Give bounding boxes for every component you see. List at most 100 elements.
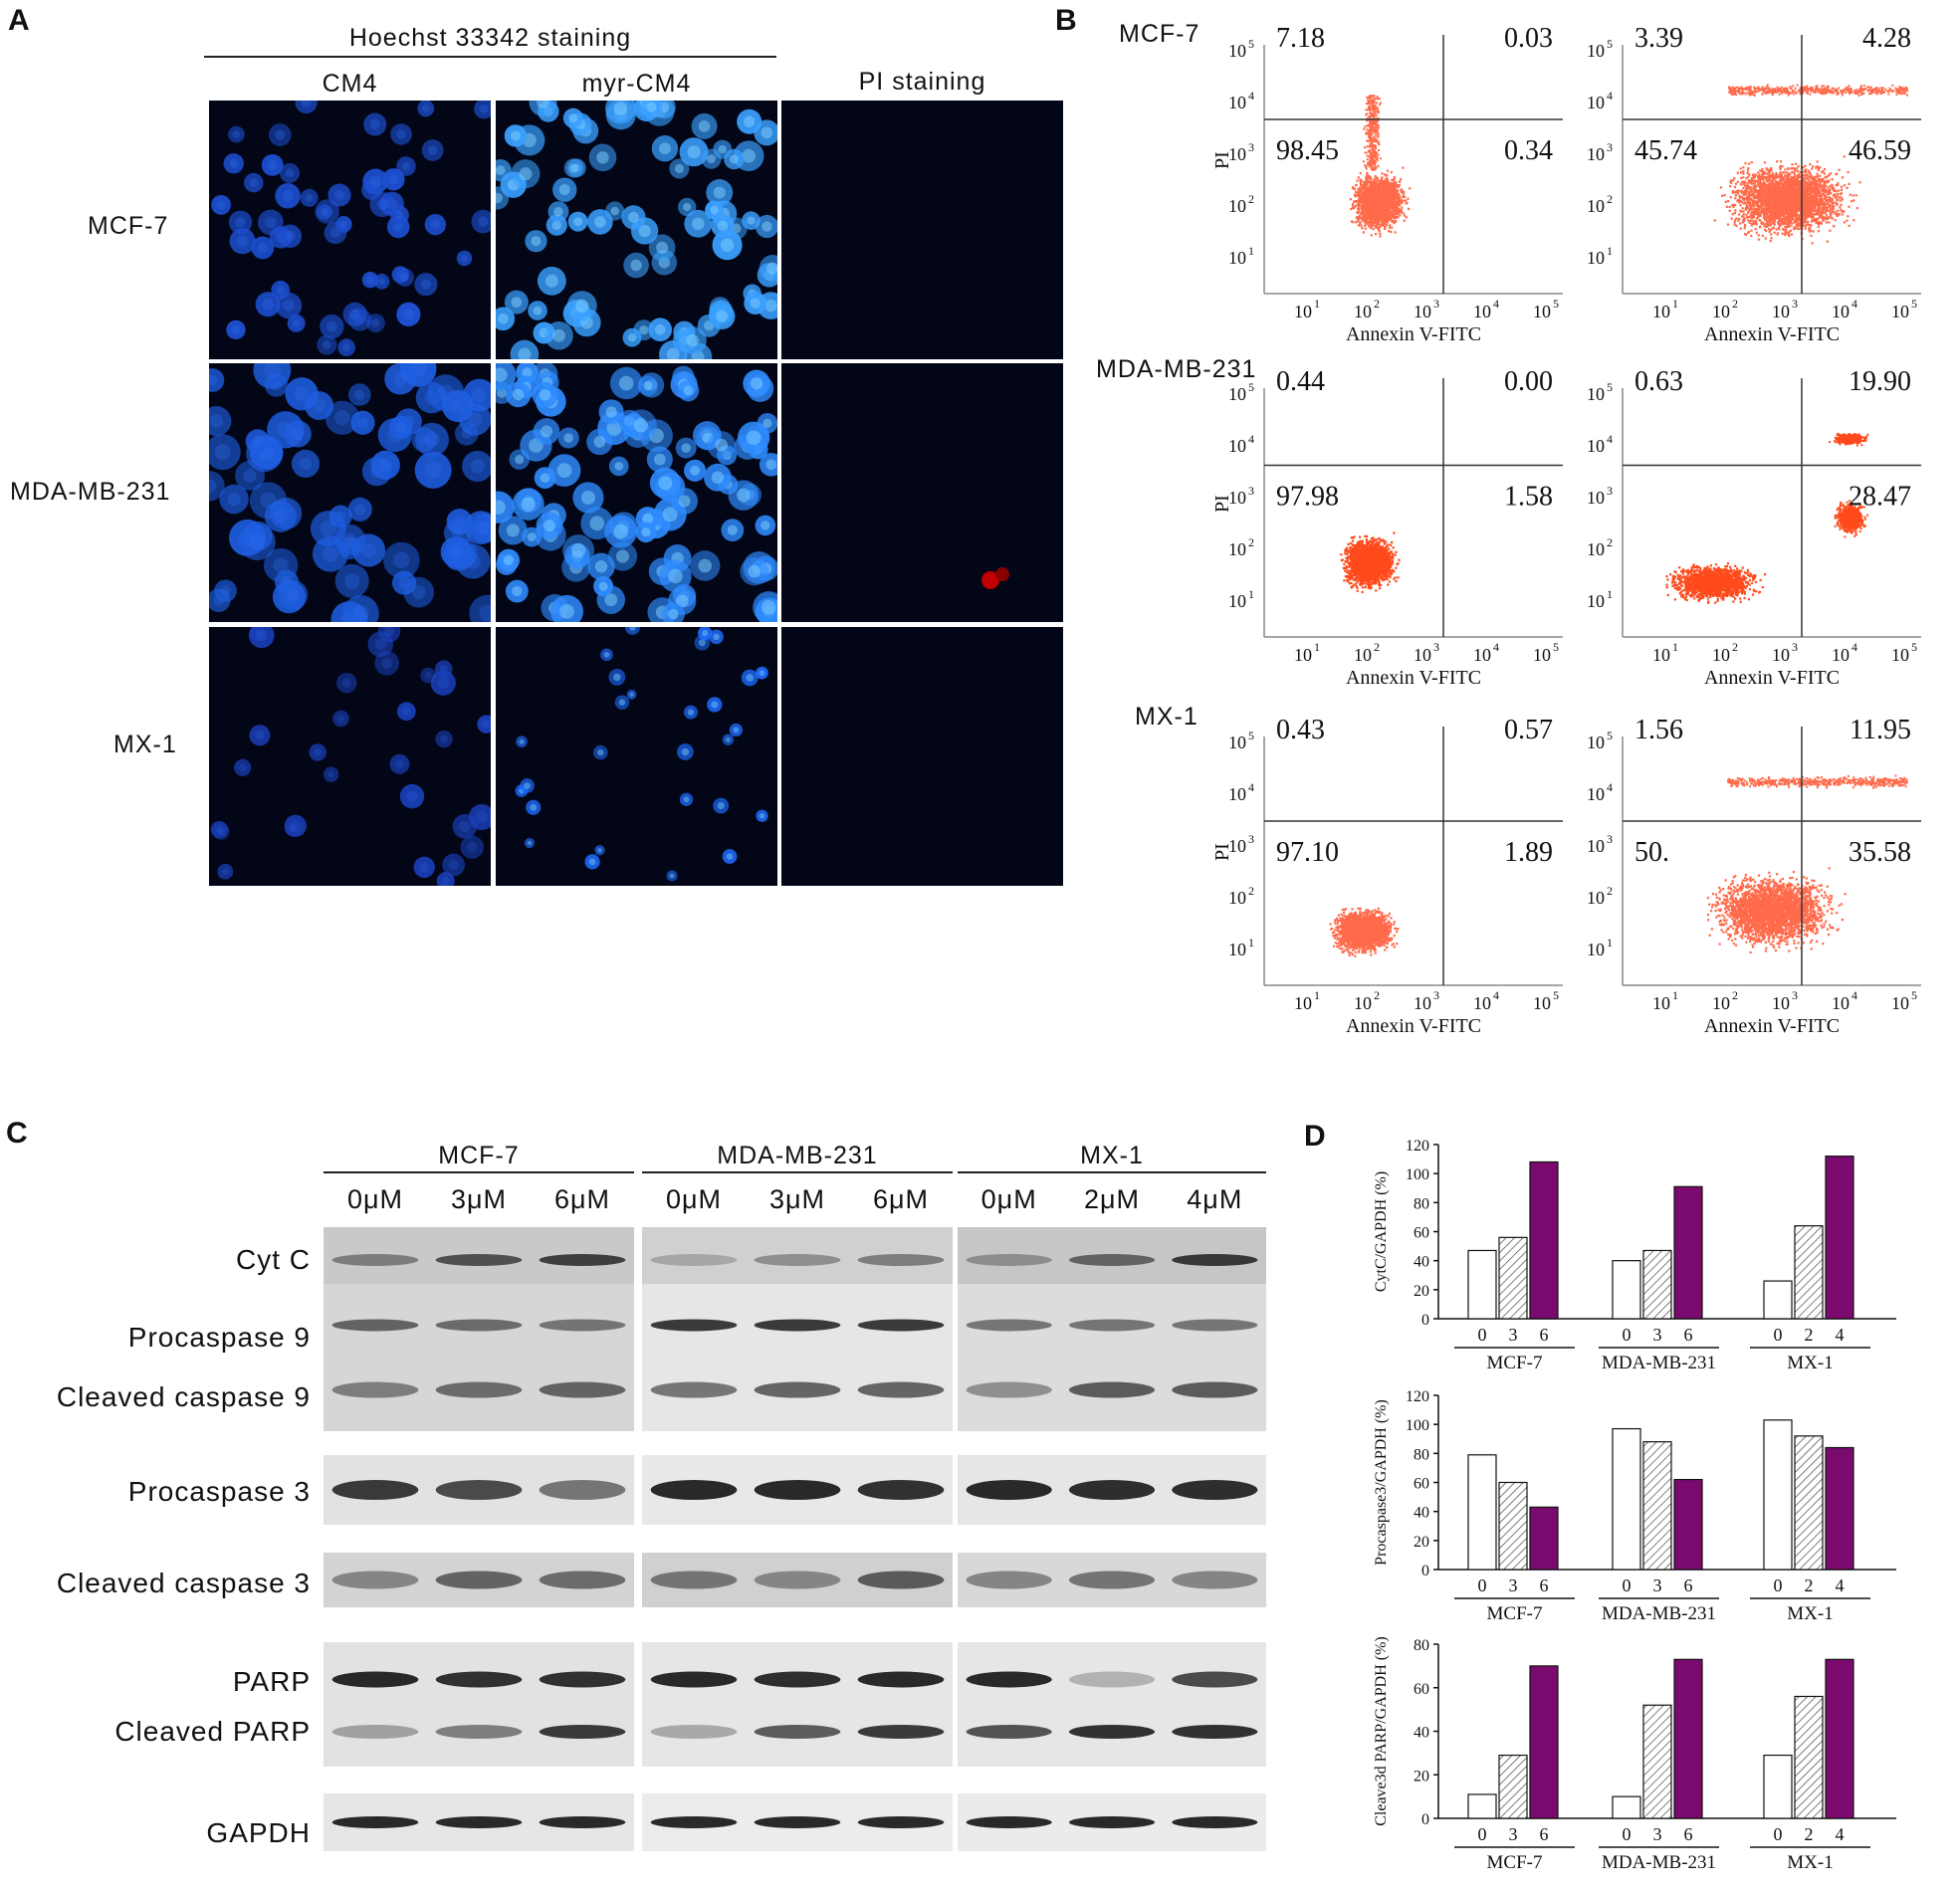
quadrant-ll: 45.74: [1634, 135, 1697, 166]
x-category-label: 6: [1540, 1576, 1549, 1595]
y-tick-exp: 5: [1607, 37, 1613, 51]
y-axis-label: PI: [1211, 495, 1233, 513]
y-tick-exp: 5: [1248, 380, 1254, 394]
blot-3-1: [642, 1553, 953, 1607]
x-tick-exp: 5: [1553, 297, 1559, 311]
quadrant-ll: 50.: [1634, 837, 1669, 868]
blot-group-underline: [642, 1171, 953, 1173]
quadrant-ll: 97.98: [1276, 482, 1339, 513]
blot-4-0: [324, 1642, 634, 1767]
bar: [1763, 1419, 1793, 1571]
quadrant-ur: 19.90: [1849, 366, 1911, 397]
y-tick-exp: 5: [1248, 729, 1254, 742]
dose-label: 3μM: [768, 1184, 826, 1214]
y-tick-exp: 5: [1607, 380, 1613, 394]
quadrant-lr: 1.89: [1504, 837, 1553, 868]
x-tick-exp: 1: [1672, 297, 1678, 311]
col-label-cm4: CM4: [322, 70, 378, 98]
x-tick-exp: 1: [1314, 297, 1320, 311]
y-tick-label: 10: [1228, 488, 1246, 508]
bar: [1825, 1446, 1854, 1571]
x-category-label: 6: [1684, 1576, 1693, 1595]
y-tick-label: 10: [1587, 384, 1605, 404]
y-tick-exp: 1: [1248, 936, 1254, 949]
x-tick-exp: 1: [1672, 988, 1678, 1002]
x-tick-label: 10: [1294, 993, 1312, 1013]
x-category-label: 6: [1684, 1325, 1693, 1345]
y-axis-label: PI: [1211, 843, 1233, 861]
quadrant-ur: 11.95: [1850, 715, 1911, 745]
x-category-label: 2: [1805, 1325, 1814, 1345]
blot-1-0: [324, 1284, 634, 1431]
x-category-label: 0: [1774, 1576, 1783, 1595]
y-tick-label: 10: [1587, 488, 1605, 508]
group-label: MDA-MB-231: [1602, 1852, 1716, 1873]
hoechst-header: Hoechst 33342 staining: [348, 24, 632, 52]
dose-label: 0μM: [980, 1184, 1037, 1214]
protein-label-4: Cleaved caspase 3: [56, 1568, 311, 1598]
y-tick-label: 10: [1587, 940, 1605, 959]
x-tick-exp: 4: [1851, 297, 1857, 311]
y-tick-label: 0: [1421, 1811, 1429, 1828]
micrograph-mdamb231-cm4: [209, 363, 491, 622]
bar: [1825, 1156, 1854, 1320]
x-tick-label: 10: [1652, 302, 1670, 321]
y-tick-label: 120: [1406, 1138, 1429, 1155]
y-tick-exp: 2: [1607, 192, 1613, 206]
group-label: MCF-7: [1487, 1353, 1543, 1373]
micrograph-mx1-pi: [781, 627, 1063, 886]
x-tick-label: 10: [1832, 993, 1850, 1013]
y-tick-label: 10: [1587, 733, 1605, 752]
blot-4-2: [958, 1642, 1266, 1767]
x-category-label: 0: [1623, 1325, 1632, 1345]
bar: [1612, 1260, 1641, 1320]
bar: [1498, 1754, 1528, 1819]
x-category-label: 0: [1478, 1824, 1487, 1844]
y-tick-exp: 1: [1248, 244, 1254, 258]
group-label: MCF-7: [1487, 1603, 1543, 1624]
blot-1-1: [642, 1284, 953, 1431]
x-category-label: 4: [1836, 1325, 1845, 1345]
panel-label-a: A: [8, 4, 30, 37]
blot-0-0: [324, 1227, 634, 1287]
y-tick-exp: 1: [1607, 587, 1613, 601]
bar: [1794, 1695, 1824, 1819]
x-category-label: 2: [1805, 1824, 1814, 1844]
x-tick-exp: 1: [1314, 988, 1320, 1002]
x-axis-label: Annexin V-FITC: [1704, 323, 1840, 345]
quadrant-ll: 98.45: [1276, 135, 1339, 166]
y-tick-label: 10: [1587, 196, 1605, 216]
flow-row-label-mcf7: MCF-7: [1119, 20, 1200, 48]
x-category-label: 6: [1684, 1824, 1693, 1844]
bar: [1498, 1236, 1528, 1320]
y-tick-label: 20: [1414, 1768, 1429, 1785]
blot-5-0: [324, 1793, 634, 1851]
row-label-mx1: MX-1: [113, 731, 177, 758]
y-tick-exp: 1: [1607, 936, 1613, 949]
y-tick-exp: 4: [1248, 780, 1254, 794]
x-tick-exp: 3: [1792, 988, 1798, 1002]
x-tick-exp: 3: [1433, 640, 1439, 654]
x-tick-label: 10: [1712, 645, 1730, 665]
bar: [1642, 1249, 1672, 1320]
y-tick-label: 10: [1587, 591, 1605, 611]
y-tick-exp: 3: [1607, 140, 1613, 154]
y-tick-label: 60: [1414, 1681, 1429, 1698]
blot-0-2: [958, 1227, 1266, 1287]
quadrant-ul: 0.43: [1276, 715, 1325, 745]
y-tick-label: 10: [1228, 591, 1246, 611]
x-category-label: 6: [1540, 1325, 1549, 1345]
bar: [1467, 1793, 1497, 1819]
x-category-label: 4: [1836, 1824, 1845, 1844]
x-category-label: 4: [1836, 1576, 1845, 1595]
x-tick-label: 10: [1354, 645, 1372, 665]
micrograph-mdamb231-myr-cm4: [496, 363, 777, 622]
x-tick-exp: 2: [1374, 640, 1380, 654]
blot-2-2: [958, 1455, 1266, 1525]
y-tick-label: 100: [1406, 1166, 1429, 1183]
group-label: MCF-7: [1487, 1852, 1543, 1873]
y-tick-exp: 2: [1607, 535, 1613, 549]
